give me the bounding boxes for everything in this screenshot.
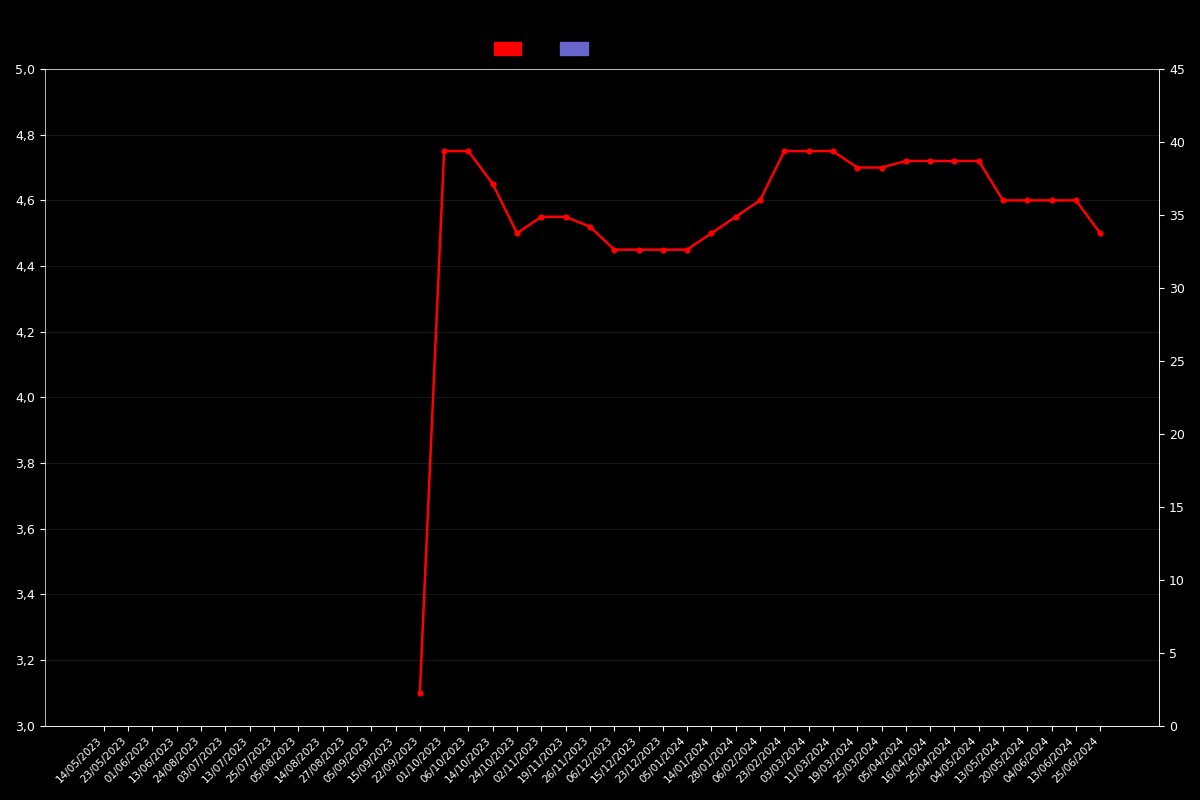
Bar: [971, 317, 988, 726]
Bar: [485, 653, 502, 726]
Point: [994, 194, 1013, 206]
Point: [775, 145, 794, 158]
Bar: [1068, 215, 1085, 726]
Point: [434, 145, 454, 158]
Bar: [727, 522, 744, 726]
Bar: [703, 550, 720, 726]
Point: [410, 686, 430, 699]
Point: [508, 227, 527, 240]
Bar: [874, 390, 890, 726]
Point: [653, 243, 672, 256]
Point: [1067, 194, 1086, 206]
Point: [944, 154, 964, 167]
Bar: [436, 682, 452, 726]
Bar: [824, 434, 841, 726]
Point: [581, 220, 600, 233]
Bar: [582, 580, 599, 726]
Point: [1042, 194, 1061, 206]
Point: [872, 161, 892, 174]
Point: [823, 145, 842, 158]
Point: [726, 210, 745, 223]
Point: [1091, 227, 1110, 240]
Point: [458, 145, 478, 158]
Bar: [679, 566, 696, 726]
Point: [702, 227, 721, 240]
Bar: [800, 463, 817, 726]
Point: [484, 178, 503, 190]
Point: [532, 210, 551, 223]
Bar: [898, 361, 914, 726]
Point: [847, 161, 866, 174]
Bar: [606, 580, 623, 726]
Point: [799, 145, 818, 158]
Point: [920, 154, 940, 167]
Point: [678, 243, 697, 256]
Point: [896, 154, 916, 167]
Bar: [1043, 244, 1060, 726]
Bar: [533, 609, 550, 726]
Bar: [751, 507, 768, 726]
Bar: [848, 419, 865, 726]
Bar: [776, 478, 793, 726]
Point: [1018, 194, 1037, 206]
Bar: [946, 332, 962, 726]
Point: [750, 194, 769, 206]
Point: [970, 154, 989, 167]
Legend: , : ,: [488, 37, 605, 62]
Point: [605, 243, 624, 256]
Bar: [1092, 69, 1109, 726]
Point: [629, 243, 648, 256]
Bar: [654, 580, 671, 726]
Bar: [460, 667, 476, 726]
Bar: [995, 288, 1012, 726]
Bar: [557, 594, 574, 726]
Bar: [630, 580, 647, 726]
Bar: [1019, 274, 1036, 726]
Point: [556, 210, 575, 223]
Bar: [509, 624, 526, 726]
Bar: [412, 697, 428, 726]
Bar: [922, 346, 938, 726]
